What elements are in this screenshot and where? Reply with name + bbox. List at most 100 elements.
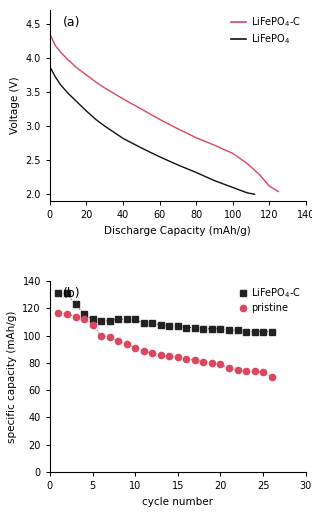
Y-axis label: Voltage (V): Voltage (V) xyxy=(10,77,20,134)
pristine xyxy=(202,359,205,365)
LiFePO$_4$ xyxy=(54,74,57,80)
pristine xyxy=(176,354,180,361)
LiFePO$_4$-C xyxy=(65,290,69,297)
LiFePO$_4$-C xyxy=(150,320,154,326)
pristine xyxy=(236,367,239,373)
LiFePO$_4$ xyxy=(194,169,198,175)
pristine xyxy=(253,368,256,374)
LiFePO$_4$-C xyxy=(158,116,161,123)
pristine xyxy=(125,341,129,347)
LiFePO$_4$ xyxy=(85,108,88,114)
LiFePO$_4$-C xyxy=(74,301,77,307)
pristine xyxy=(184,356,188,362)
LiFePO$_4$-C xyxy=(261,328,265,334)
pristine xyxy=(142,348,146,354)
Line: pristine: pristine xyxy=(55,309,275,380)
pristine xyxy=(168,353,171,359)
pristine xyxy=(227,365,231,371)
LiFePO$_4$-C xyxy=(258,172,262,178)
Line: LiFePO$_4$-C: LiFePO$_4$-C xyxy=(50,34,278,191)
pristine xyxy=(133,345,137,351)
pristine xyxy=(150,350,154,357)
LiFePO$_4$-C xyxy=(76,65,79,71)
LiFePO$_4$-C xyxy=(59,49,63,55)
X-axis label: cycle number: cycle number xyxy=(142,497,213,506)
LiFePO$_4$-C xyxy=(103,85,107,91)
Y-axis label: specific capacity (mAh/g): specific capacity (mAh/g) xyxy=(7,310,17,443)
LiFePO$_4$-C xyxy=(112,90,116,96)
LiFePO$_4$ xyxy=(76,99,79,105)
LiFePO$_4$-C xyxy=(142,320,146,326)
LiFePO$_4$-C xyxy=(210,326,214,332)
Text: (b): (b) xyxy=(63,287,80,300)
LiFePO$_4$ xyxy=(48,64,52,70)
LiFePO$_4$ xyxy=(158,154,161,160)
LiFePO$_4$-C xyxy=(54,43,57,49)
pristine xyxy=(82,316,86,322)
pristine xyxy=(56,309,60,315)
pristine xyxy=(108,334,111,340)
pristine xyxy=(193,357,197,363)
LiFePO$_4$-C xyxy=(85,72,88,78)
LiFePO$_4$-C xyxy=(193,324,197,330)
LiFePO$_4$ xyxy=(94,116,97,123)
LiFePO$_4$-C xyxy=(184,324,188,330)
LiFePO$_4$-C xyxy=(99,318,103,324)
LiFePO$_4$-C xyxy=(82,311,86,317)
LiFePO$_4$-C xyxy=(202,326,205,332)
pristine xyxy=(65,311,69,317)
LiFePO$_4$-C xyxy=(139,106,143,112)
Line: LiFePO$_4$-C: LiFePO$_4$-C xyxy=(56,291,275,334)
pristine xyxy=(159,352,163,358)
LiFePO$_4$-C xyxy=(125,316,129,322)
pristine xyxy=(74,313,77,320)
LiFePO$_4$-C xyxy=(236,327,239,333)
pristine xyxy=(244,368,248,374)
pristine xyxy=(116,338,120,344)
Legend: LiFePO$_4$-C, LiFePO$_4$: LiFePO$_4$-C, LiFePO$_4$ xyxy=(231,15,301,46)
LiFePO$_4$-C xyxy=(108,318,111,324)
LiFePO$_4$ xyxy=(103,123,107,129)
LiFePO$_4$-C xyxy=(267,183,271,189)
LiFePO$_4$-C xyxy=(121,96,125,102)
LiFePO$_4$ xyxy=(212,177,216,184)
LiFePO$_4$-C xyxy=(270,328,274,334)
LiFePO$_4$-C xyxy=(176,323,180,329)
LiFePO$_4$-C xyxy=(212,142,216,148)
LiFePO$_4$-C xyxy=(116,316,120,322)
LiFePO$_4$ xyxy=(176,162,180,168)
LiFePO$_4$-C xyxy=(66,57,70,63)
LiFePO$_4$-C xyxy=(231,150,235,156)
LiFePO$_4$ xyxy=(66,90,70,96)
LiFePO$_4$-C xyxy=(133,316,137,322)
pristine xyxy=(91,322,95,328)
LiFePO$_4$ xyxy=(246,190,249,196)
LiFePO$_4$-C xyxy=(176,126,180,132)
Legend: LiFePO$_4$-C, pristine: LiFePO$_4$-C, pristine xyxy=(239,286,301,313)
LiFePO$_4$-C xyxy=(94,78,97,85)
pristine xyxy=(270,373,274,380)
LiFePO$_4$-C xyxy=(253,328,256,334)
LiFePO$_4$-C xyxy=(159,322,163,328)
pristine xyxy=(261,369,265,376)
LiFePO$_4$-C xyxy=(48,31,52,37)
LiFePO$_4$-C xyxy=(91,316,95,322)
LiFePO$_4$ xyxy=(121,135,125,142)
LiFePO$_4$-C xyxy=(219,326,222,332)
LiFePO$_4$-C xyxy=(227,327,231,333)
LiFePO$_4$-C xyxy=(246,161,249,167)
LiFePO$_4$ xyxy=(139,145,143,151)
pristine xyxy=(210,360,214,366)
LiFePO$_4$-C xyxy=(56,290,60,297)
Text: (a): (a) xyxy=(63,16,80,29)
X-axis label: Discharge Capacity (mAh/g): Discharge Capacity (mAh/g) xyxy=(105,226,251,235)
Line: LiFePO$_4$: LiFePO$_4$ xyxy=(50,67,255,194)
LiFePO$_4$ xyxy=(253,191,256,198)
LiFePO$_4$ xyxy=(231,184,235,190)
LiFePO$_4$-C xyxy=(276,188,280,194)
LiFePO$_4$-C xyxy=(168,323,171,329)
LiFePO$_4$-C xyxy=(194,134,198,141)
pristine xyxy=(219,361,222,367)
LiFePO$_4$ xyxy=(59,82,63,88)
pristine xyxy=(99,332,103,339)
